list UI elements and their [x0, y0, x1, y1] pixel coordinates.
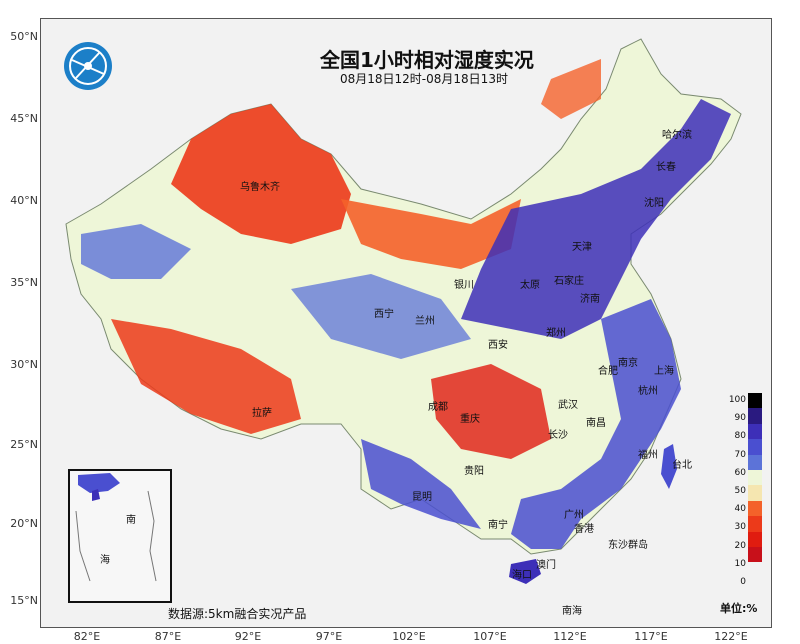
south-china-sea-inset: 南 海 — [68, 469, 172, 603]
city-label: 南昌 — [586, 418, 606, 429]
legend-label: 40 — [734, 504, 746, 515]
legend-label: 20 — [734, 540, 746, 551]
data-source-note: 数据源:5km融合实况产品 — [168, 607, 307, 621]
city-label: 南宁 — [488, 520, 508, 531]
legend-label: 50 — [734, 486, 746, 496]
lat-label-45: 45°N — [10, 112, 38, 125]
legend-label: 90 — [734, 413, 746, 424]
legend-label: 30 — [734, 522, 746, 533]
city-label: 杭州 — [638, 386, 658, 397]
unit-label: 单位:% — [720, 602, 758, 615]
city-label: 长沙 — [548, 430, 568, 441]
inset-map — [75, 473, 157, 582]
legend-label: 0 — [740, 577, 746, 587]
legend-swatch — [748, 500, 762, 517]
inset-label: 海 — [100, 555, 110, 566]
humid-zone-west — [81, 224, 191, 279]
legend-label: 60 — [734, 467, 746, 478]
legend-swatch — [748, 546, 762, 563]
city-label: 合肥 — [598, 366, 618, 377]
legend-label: 100 — [728, 395, 746, 405]
city-label: 西安 — [488, 340, 508, 351]
legend-swatch — [748, 393, 762, 409]
city-label: 乌鲁木齐 — [240, 182, 280, 193]
dry-zone-northeast — [541, 59, 601, 119]
map-frame — [40, 18, 772, 628]
humidity-map — [65, 38, 742, 584]
city-label: 长春 — [656, 162, 676, 173]
legend-swatch — [748, 469, 762, 486]
city-label: 成都 — [428, 402, 448, 413]
dry-zone-gansu — [341, 199, 521, 269]
city-label: 兰州 — [415, 316, 435, 327]
city-label: 上海 — [654, 366, 674, 377]
legend-label: 70 — [734, 449, 746, 460]
lat-label-20: 20°N — [10, 517, 38, 530]
taiwan-island — [661, 444, 677, 489]
dry-zone-tibet — [111, 319, 301, 434]
lat-label-25: 25°N — [10, 438, 38, 451]
map-subtitle: 08月18日12时-08月18日13时 — [340, 72, 508, 86]
lat-label-35: 35°N — [10, 276, 38, 289]
humid-zone-north — [461, 99, 731, 339]
legend-swatch — [748, 516, 762, 532]
legend-label: 80 — [734, 431, 746, 442]
city-label: 南海 — [562, 606, 582, 617]
city-label: 银川 — [454, 280, 474, 291]
dry-zone-xinjiang — [171, 104, 351, 244]
globe-network-icon — [64, 42, 112, 90]
lon-label-97: 97°E — [315, 630, 343, 643]
lat-label-15: 15°N — [10, 594, 38, 607]
humid-zone-southwest — [361, 439, 481, 529]
lat-label-30: 30°N — [10, 358, 38, 371]
legend-swatch — [748, 423, 762, 440]
lon-label-117: 117°E — [634, 630, 668, 643]
city-label: 石家庄 — [554, 276, 584, 287]
city-label: 武汉 — [558, 400, 578, 411]
humid-zone-central — [291, 274, 471, 359]
city-label: 海口 — [512, 570, 532, 581]
lon-label-122: 122°E — [714, 630, 748, 643]
lon-label-87: 87°E — [154, 630, 182, 643]
city-label: 沈阳 — [644, 198, 664, 209]
city-label: 东沙群岛 — [608, 540, 648, 551]
legend-swatch — [748, 485, 762, 501]
hainan-island — [509, 559, 541, 584]
inset-label: 南 — [126, 515, 136, 526]
lon-label-82: 82°E — [73, 630, 101, 643]
legend-swatch — [748, 408, 762, 424]
city-label: 济南 — [580, 294, 600, 305]
legend-swatch — [748, 439, 762, 455]
city-label: 南京 — [618, 358, 638, 369]
color-legend — [748, 393, 762, 563]
city-label: 昆明 — [412, 492, 432, 503]
humid-zone-east — [511, 299, 681, 549]
lon-label-102: 102°E — [392, 630, 426, 643]
city-label: 福州 — [638, 450, 658, 461]
lon-label-92: 92°E — [234, 630, 262, 643]
legend-swatch — [748, 531, 762, 547]
city-label: 重庆 — [460, 414, 480, 425]
city-label: 香港 — [574, 524, 594, 535]
map-title: 全国1小时相对湿度实况 — [320, 48, 534, 72]
city-label: 哈尔滨 — [662, 130, 692, 141]
dry-zone-sichuan — [431, 364, 551, 459]
lon-label-107: 107°E — [473, 630, 507, 643]
city-label: 西宁 — [374, 309, 394, 320]
city-label: 郑州 — [546, 328, 566, 339]
lon-label-112: 112°E — [553, 630, 587, 643]
city-label: 天津 — [572, 242, 592, 253]
legend-swatch — [748, 454, 762, 470]
lat-label-50: 50°N — [10, 30, 38, 43]
city-label: 太原 — [520, 280, 540, 291]
legend-label: 10 — [734, 558, 746, 569]
city-label: 贵阳 — [464, 466, 484, 477]
city-label: 台北 — [672, 460, 692, 471]
lat-label-40: 40°N — [10, 194, 38, 207]
city-label: 广州 — [564, 510, 584, 521]
city-label: 澳门 — [536, 560, 556, 571]
city-label: 拉萨 — [252, 408, 272, 419]
